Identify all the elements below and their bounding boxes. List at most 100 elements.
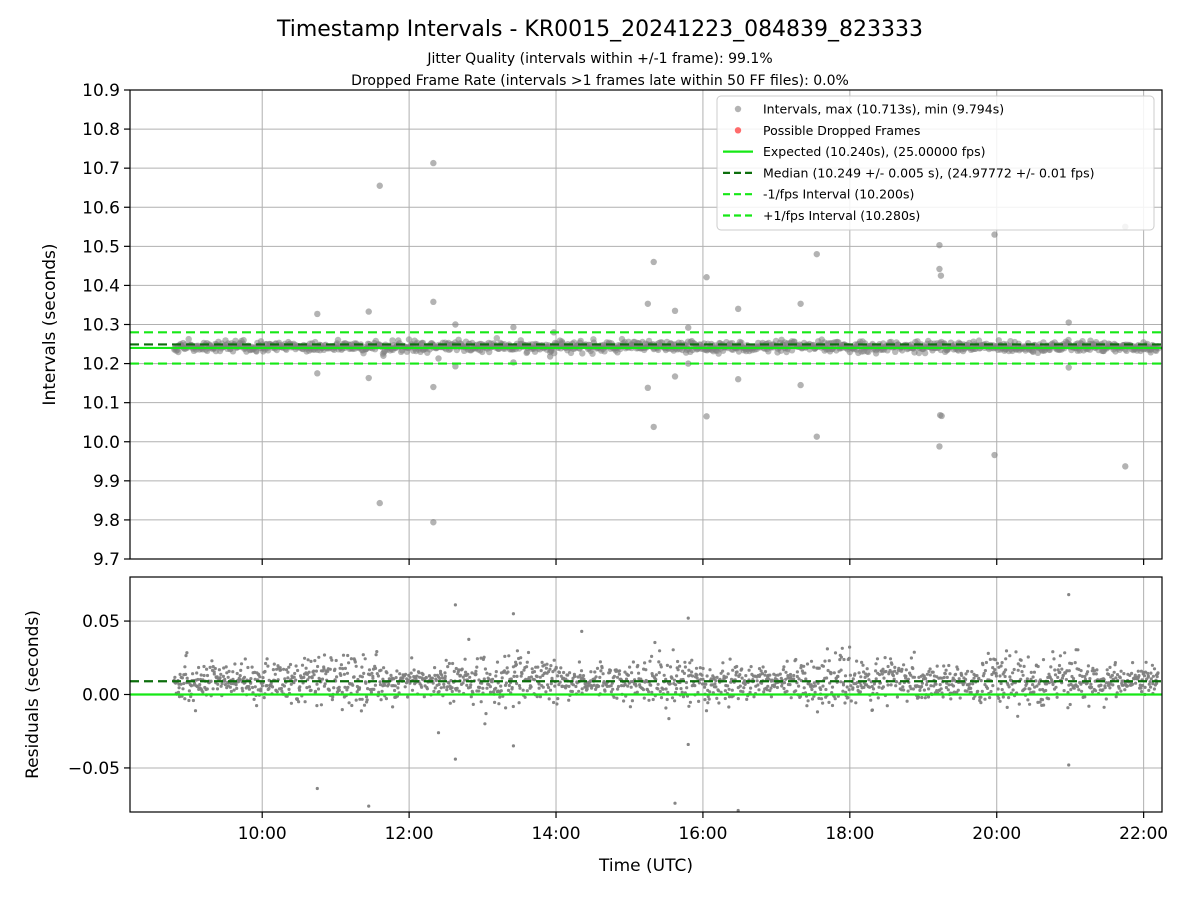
data-point bbox=[1011, 671, 1015, 675]
data-point bbox=[863, 675, 867, 680]
data-point bbox=[589, 679, 593, 683]
data-point bbox=[888, 657, 893, 661]
outlier-point bbox=[315, 786, 319, 791]
outlier-point bbox=[376, 182, 383, 189]
data-point bbox=[306, 658, 310, 662]
data-point bbox=[920, 681, 925, 685]
data-point bbox=[734, 673, 738, 677]
data-point bbox=[220, 682, 224, 686]
data-point bbox=[1148, 680, 1152, 684]
data-point bbox=[1071, 677, 1076, 681]
data-point bbox=[860, 660, 864, 665]
data-point bbox=[449, 679, 453, 683]
outlier-point bbox=[686, 616, 690, 620]
data-point bbox=[178, 672, 182, 677]
data-point bbox=[380, 689, 384, 693]
data-point bbox=[460, 667, 464, 671]
outlier-point bbox=[734, 376, 742, 383]
data-point bbox=[847, 656, 851, 660]
data-point bbox=[832, 671, 836, 675]
data-point bbox=[570, 689, 575, 694]
data-point bbox=[412, 668, 416, 672]
data-point bbox=[659, 696, 664, 700]
data-point bbox=[187, 689, 191, 693]
data-point bbox=[865, 348, 872, 356]
outlier-point bbox=[435, 355, 442, 362]
residuals-y-label: Residuals (seconds) bbox=[23, 610, 43, 779]
data-point bbox=[1008, 654, 1012, 658]
data-point bbox=[998, 674, 1002, 678]
data-point bbox=[250, 665, 254, 669]
data-point bbox=[191, 672, 195, 676]
data-point bbox=[1078, 673, 1082, 678]
data-point bbox=[571, 683, 576, 687]
data-point bbox=[227, 669, 231, 674]
data-point bbox=[448, 701, 452, 705]
data-point bbox=[347, 701, 351, 705]
data-point bbox=[600, 666, 604, 670]
outlier-point bbox=[380, 352, 387, 359]
data-point bbox=[1038, 688, 1042, 692]
data-point bbox=[1008, 675, 1012, 679]
data-point bbox=[755, 679, 759, 683]
data-point bbox=[275, 690, 279, 694]
data-point bbox=[942, 664, 946, 668]
outlier-point bbox=[703, 274, 710, 281]
data-point bbox=[589, 670, 593, 674]
data-point bbox=[630, 699, 635, 703]
outlier-point bbox=[644, 300, 652, 307]
data-point bbox=[577, 689, 581, 693]
data-point bbox=[507, 654, 511, 658]
data-point bbox=[912, 650, 916, 654]
data-point bbox=[1004, 668, 1008, 672]
data-point bbox=[511, 704, 515, 709]
data-point bbox=[294, 678, 298, 682]
data-point bbox=[503, 683, 508, 688]
data-point bbox=[895, 695, 900, 699]
data-point bbox=[533, 678, 537, 682]
data-point bbox=[693, 684, 697, 688]
data-point bbox=[1107, 672, 1111, 677]
data-point bbox=[371, 674, 375, 678]
data-point bbox=[305, 686, 309, 690]
data-point bbox=[201, 690, 205, 694]
data-point bbox=[580, 687, 584, 691]
data-point bbox=[518, 661, 522, 665]
data-point bbox=[648, 659, 652, 663]
data-point bbox=[447, 661, 451, 666]
data-point bbox=[794, 657, 798, 662]
data-point bbox=[303, 656, 307, 660]
data-point bbox=[649, 683, 653, 687]
data-point bbox=[414, 677, 418, 681]
data-point bbox=[264, 661, 268, 666]
data-point bbox=[219, 684, 223, 688]
outlier-point bbox=[650, 423, 657, 431]
data-point bbox=[1080, 674, 1084, 679]
data-point bbox=[309, 688, 313, 692]
data-point bbox=[1026, 698, 1030, 702]
data-point bbox=[696, 690, 700, 695]
data-point bbox=[1075, 685, 1080, 689]
data-point bbox=[377, 690, 381, 695]
outlier-point bbox=[365, 308, 372, 315]
data-point bbox=[323, 682, 327, 686]
data-point bbox=[209, 679, 213, 683]
data-point bbox=[450, 686, 454, 690]
data-point bbox=[827, 659, 831, 663]
data-point bbox=[175, 348, 182, 356]
data-point bbox=[515, 681, 519, 686]
data-point bbox=[538, 675, 542, 679]
data-point bbox=[1131, 682, 1135, 686]
data-point bbox=[1070, 662, 1074, 666]
data-point bbox=[870, 708, 875, 712]
data-point bbox=[211, 665, 215, 669]
data-point bbox=[442, 685, 446, 689]
data-point bbox=[684, 680, 689, 685]
data-point bbox=[367, 668, 372, 672]
data-point bbox=[681, 669, 685, 673]
data-point bbox=[985, 686, 990, 691]
data-point bbox=[1091, 666, 1095, 671]
data-point bbox=[938, 683, 942, 687]
data-point bbox=[403, 685, 407, 689]
data-point bbox=[598, 675, 602, 680]
